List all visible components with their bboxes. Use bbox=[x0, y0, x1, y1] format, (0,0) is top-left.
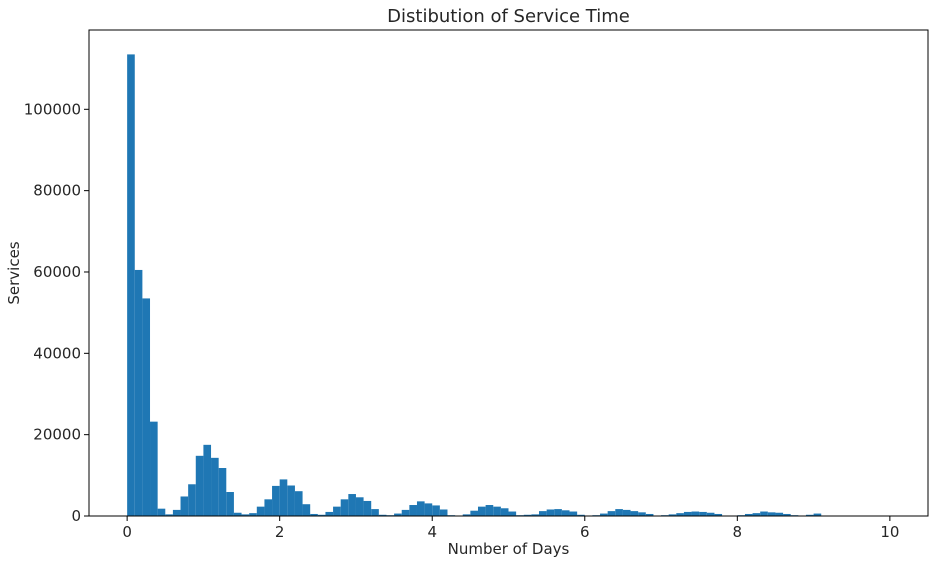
histogram-bar bbox=[203, 444, 212, 516]
histogram-bar bbox=[775, 512, 784, 516]
y-tick-label: 60000 bbox=[33, 263, 81, 281]
histogram-bar bbox=[500, 508, 509, 516]
histogram-bar bbox=[378, 514, 387, 516]
histogram-bar bbox=[508, 511, 517, 516]
histogram-bar bbox=[424, 503, 433, 516]
x-tick-label: 2 bbox=[275, 523, 285, 541]
histogram-bar bbox=[554, 509, 562, 516]
histogram-bar bbox=[355, 497, 364, 516]
y-tick-label: 100000 bbox=[24, 100, 81, 118]
x-tick-label: 6 bbox=[580, 523, 590, 541]
y-tick-label: 40000 bbox=[33, 344, 81, 362]
histogram-bar bbox=[432, 505, 440, 516]
histogram-bar bbox=[523, 514, 532, 516]
histogram-bar bbox=[340, 499, 349, 516]
histogram-bar bbox=[134, 269, 143, 516]
histogram-bar bbox=[127, 54, 135, 517]
histogram-bar bbox=[531, 514, 540, 516]
histogram-bar bbox=[676, 513, 684, 516]
histogram-bar bbox=[600, 513, 608, 516]
histogram-bar bbox=[211, 457, 219, 516]
histogram-bar bbox=[226, 492, 234, 516]
histogram-bar bbox=[348, 494, 356, 516]
histogram-bar bbox=[767, 512, 776, 516]
x-tick-label: 0 bbox=[122, 523, 132, 541]
histogram-bar bbox=[699, 511, 707, 516]
histogram-bar bbox=[165, 514, 173, 516]
histogram-bar bbox=[783, 513, 791, 516]
histogram-bar bbox=[805, 514, 814, 516]
x-tick-label: 4 bbox=[427, 523, 437, 541]
histogram-bar bbox=[607, 511, 616, 516]
histogram-bar bbox=[683, 511, 692, 516]
histogram-bar bbox=[272, 485, 280, 516]
histogram-bar bbox=[241, 514, 250, 516]
histogram-bar bbox=[188, 484, 196, 516]
histogram-bar bbox=[172, 509, 181, 516]
y-tick-label: 0 bbox=[71, 507, 81, 525]
histogram-bar bbox=[744, 513, 753, 516]
histogram-bar bbox=[615, 509, 623, 516]
plot-frame bbox=[88, 29, 929, 517]
histogram-bar bbox=[150, 421, 158, 516]
histogram-bar bbox=[485, 505, 494, 516]
histogram-bar bbox=[470, 510, 478, 516]
histogram-bar bbox=[256, 506, 265, 516]
histogram-bar bbox=[333, 506, 341, 516]
histogram-bar bbox=[294, 491, 303, 516]
histogram-bar bbox=[401, 509, 410, 516]
histogram-bar bbox=[477, 506, 486, 516]
histogram-bar bbox=[264, 499, 273, 516]
histogram-bar bbox=[622, 509, 631, 516]
histogram-bar bbox=[195, 455, 204, 516]
histogram-bar bbox=[317, 514, 326, 516]
histogram-bar bbox=[218, 468, 227, 516]
histogram-bar bbox=[714, 513, 723, 516]
histogram-bar bbox=[279, 479, 288, 516]
histogram-bar bbox=[233, 512, 242, 516]
histogram-bar bbox=[180, 496, 189, 516]
histogram-bar bbox=[813, 513, 822, 516]
histogram-bar bbox=[493, 506, 501, 516]
histogram-bar bbox=[142, 298, 151, 516]
histogram-bar bbox=[439, 509, 448, 516]
chart-title: Distibution of Service Time bbox=[387, 6, 630, 27]
histogram-bar bbox=[561, 510, 570, 516]
histogram-bar bbox=[325, 511, 334, 516]
y-axis-label: Services bbox=[5, 241, 23, 304]
y-tick-label: 20000 bbox=[33, 426, 81, 444]
histogram-bar bbox=[249, 513, 257, 516]
histogram-bar bbox=[668, 514, 677, 516]
histogram-bar bbox=[394, 513, 402, 516]
y-axis-ticks: 0 20000 40000 60000 80000 100000 bbox=[24, 100, 89, 525]
histogram-bar bbox=[409, 505, 417, 516]
histogram-bar bbox=[546, 509, 555, 516]
histogram-bar bbox=[577, 514, 585, 516]
x-axis-ticks: 0 2 4 6 8 10 bbox=[122, 516, 899, 541]
x-tick-label: 8 bbox=[733, 523, 743, 541]
histogram-bar bbox=[645, 513, 654, 516]
histogram-bar bbox=[691, 511, 700, 516]
x-axis-label: Number of Days bbox=[448, 540, 570, 558]
histogram-bar bbox=[539, 511, 547, 516]
histogram-bar bbox=[363, 500, 372, 516]
bars-group bbox=[127, 54, 822, 517]
histogram-bar bbox=[706, 512, 715, 516]
histogram-bar bbox=[416, 501, 425, 516]
histogram-bar bbox=[630, 511, 639, 516]
histogram-bar bbox=[569, 511, 578, 516]
histogram-bar bbox=[752, 513, 761, 516]
y-tick-label: 80000 bbox=[33, 182, 81, 200]
histogram-bar bbox=[310, 513, 318, 516]
histogram-bar bbox=[760, 511, 768, 516]
x-tick-label: 10 bbox=[880, 523, 899, 541]
histogram-bar bbox=[371, 509, 379, 516]
histogram-bar bbox=[287, 485, 295, 516]
histogram-bar bbox=[462, 514, 471, 516]
histogram-bar bbox=[302, 504, 311, 516]
histogram-bar bbox=[157, 508, 166, 516]
histogram-bar bbox=[638, 512, 646, 516]
